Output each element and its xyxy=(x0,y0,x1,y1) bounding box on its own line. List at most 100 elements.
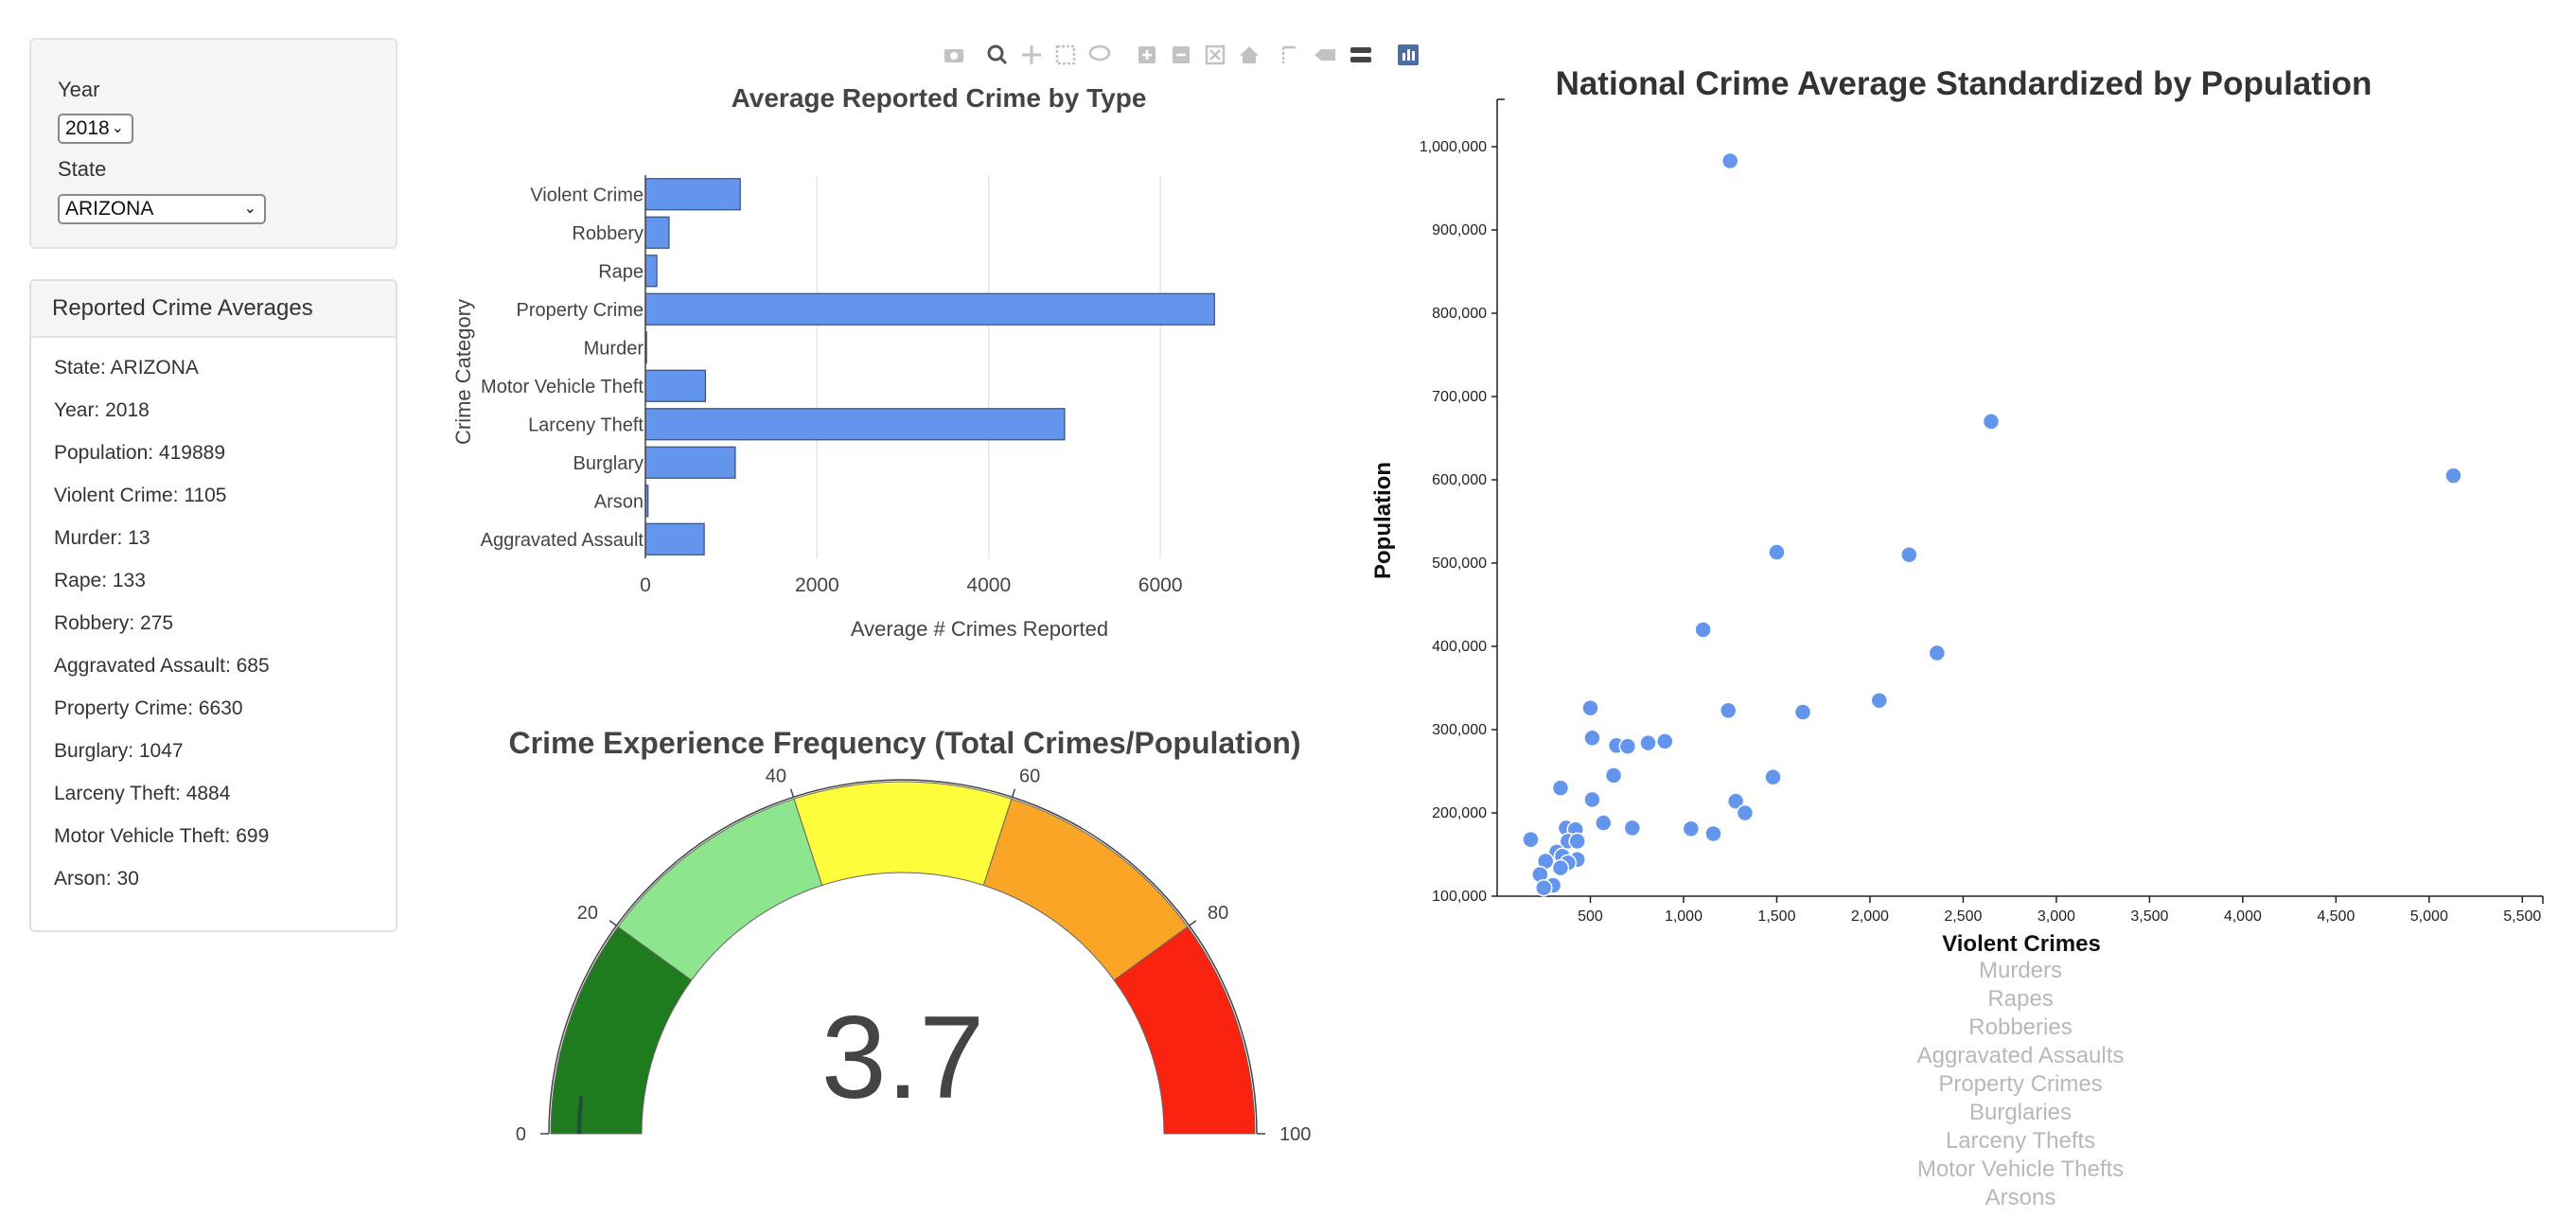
scatter-point[interactable] xyxy=(1604,767,1623,785)
gauge-tick xyxy=(609,920,617,926)
scatter-point[interactable] xyxy=(1656,732,1674,750)
scatter-point[interactable] xyxy=(1719,701,1738,720)
scatter-point[interactable] xyxy=(1534,878,1553,897)
box-select-icon[interactable] xyxy=(1055,44,1076,65)
chevron-down-icon: ⌄ xyxy=(243,201,256,217)
y-tick-label: Rape xyxy=(598,261,644,282)
y-tick-label: 600,000 xyxy=(1432,472,1487,488)
scatter-point[interactable] xyxy=(1870,691,1889,710)
scatter-xlabel[interactable]: Violent Crimes xyxy=(1942,931,2101,957)
reset-home-icon[interactable] xyxy=(1240,46,1259,63)
gauge-tick xyxy=(1011,788,1016,798)
year-select[interactable]: 2018 ⌄ xyxy=(58,114,133,144)
gauge-tick-label: 40 xyxy=(766,766,786,786)
summary-line: Motor Vehicle Theft: 699 xyxy=(54,825,270,847)
scatter-point[interactable] xyxy=(1768,543,1786,561)
chart-toolbar xyxy=(937,42,1429,68)
zoom-icon[interactable] xyxy=(987,44,1008,65)
zoom-in-icon[interactable] xyxy=(1138,46,1156,63)
state-select[interactable]: ARIZONA ⌄ xyxy=(58,194,266,224)
bar[interactable] xyxy=(644,292,1215,326)
scatter-title: National Crime Average Standardized by P… xyxy=(1556,65,2373,102)
metric-option[interactable]: Larceny Thefts xyxy=(1945,1128,2096,1154)
gauge-tick xyxy=(1189,920,1197,926)
summary-title: Reported Crime Averages xyxy=(31,281,396,338)
chevron-down-icon: ⌄ xyxy=(111,120,124,136)
lasso-icon[interactable] xyxy=(1088,44,1111,62)
scatter-point[interactable] xyxy=(1900,545,1918,564)
scatter-point[interactable] xyxy=(1618,737,1637,755)
x-tick-label: 4,500 xyxy=(2317,908,2355,925)
toolbar-icons xyxy=(944,44,1419,65)
hover-compare-icon[interactable] xyxy=(1350,47,1371,62)
pan-icon[interactable] xyxy=(1022,45,1041,64)
bar-chart-ylabel: Crime Category xyxy=(451,299,475,445)
zoom-out-icon[interactable] xyxy=(1173,46,1190,63)
scatter-point[interactable] xyxy=(1595,814,1613,832)
summary-line: Burglary: 1047 xyxy=(54,740,184,762)
camera-icon[interactable] xyxy=(944,49,963,62)
metric-option[interactable]: Burglaries xyxy=(1968,1100,2073,1125)
y-tick-label: Burglary xyxy=(573,453,644,474)
y-tick-label: Motor Vehicle Theft xyxy=(481,377,644,397)
scatter-point[interactable] xyxy=(1764,767,1782,786)
metric-option[interactable]: Rapes xyxy=(1987,986,2054,1012)
bar-chart: 0 2000 4000 6000 Violent Crime Robbery Rape Pro… xyxy=(451,83,1215,641)
bar[interactable] xyxy=(644,216,670,249)
metric-option[interactable]: Arsons xyxy=(1985,1185,2056,1210)
scatter-point[interactable] xyxy=(1928,644,1947,662)
y-tick-label: Arson xyxy=(594,491,644,512)
gauge-tick-label: 80 xyxy=(1208,903,1228,924)
scatter-point[interactable] xyxy=(1568,832,1586,851)
metric-option[interactable]: Murders xyxy=(1978,958,2063,983)
scatter-point[interactable] xyxy=(1522,830,1540,849)
x-tick-label: 5,500 xyxy=(2503,908,2541,925)
bar[interactable] xyxy=(644,408,1066,441)
scatter-point[interactable] xyxy=(1982,413,2001,431)
gauge-outline xyxy=(548,779,1258,1135)
filter-panel: Year 2018 ⌄ State ARIZONA ⌄ xyxy=(29,38,397,249)
bar[interactable] xyxy=(644,178,741,211)
bar[interactable] xyxy=(644,369,706,402)
scatter-point[interactable] xyxy=(1793,703,1812,721)
y-tick-label: 400,000 xyxy=(1432,639,1487,655)
summary-line: Property Crime: 6630 xyxy=(54,697,243,719)
scatter-point[interactable] xyxy=(1682,820,1701,838)
gauge-band xyxy=(793,781,1013,887)
scatter-point[interactable] xyxy=(1581,698,1599,717)
plotly-logo-icon[interactable] xyxy=(1398,44,1419,65)
hover-closest-icon[interactable] xyxy=(1314,49,1335,61)
scatter-point[interactable] xyxy=(1694,621,1712,639)
scatter-point[interactable] xyxy=(1720,151,1739,170)
gauge-value-bar xyxy=(577,1096,584,1135)
scatter-point[interactable] xyxy=(1639,733,1657,752)
metric-option[interactable]: Aggravated Assaults xyxy=(1916,1043,2125,1068)
bar-chart-title: Average Reported Crime by Type xyxy=(732,83,1147,113)
scatter-point[interactable] xyxy=(2444,467,2462,485)
bar[interactable] xyxy=(644,255,658,288)
spike-lines-icon[interactable] xyxy=(1281,45,1296,63)
scatter-point[interactable] xyxy=(1623,819,1642,838)
scatter-point[interactable] xyxy=(1704,824,1722,843)
summary-line: Larceny Theft: 4884 xyxy=(54,783,231,804)
scatter-point[interactable] xyxy=(1736,803,1755,822)
x-tick-label: 2,500 xyxy=(1944,908,1982,925)
scatter-point[interactable] xyxy=(1583,790,1601,809)
metric-option[interactable]: Property Crimes xyxy=(1938,1071,2103,1097)
scatter-point[interactable] xyxy=(1583,729,1601,748)
bar[interactable] xyxy=(644,522,705,556)
autoscale-icon[interactable] xyxy=(1205,44,1226,65)
scatter-point[interactable] xyxy=(1726,792,1745,810)
gauge-title: Crime Experience Frequency (Total Crimes… xyxy=(509,726,1301,760)
gauge-tick-label: 0 xyxy=(516,1124,526,1145)
y-tick-label: 700,000 xyxy=(1432,389,1487,405)
metric-option[interactable]: Robberies xyxy=(1968,1014,2073,1040)
metric-option[interactable]: Motor Vehicle Thefts xyxy=(1916,1156,2125,1182)
scatter-point[interactable] xyxy=(1551,858,1570,877)
x-tick-label: 1,500 xyxy=(1757,908,1795,925)
gauge-chart: 0 20 40 60 80 100 Crime Experience Frequency (… xyxy=(509,726,1312,1145)
scatter-point[interactable] xyxy=(1551,779,1570,797)
x-tick-label: 0 xyxy=(640,574,651,596)
bar[interactable] xyxy=(644,446,736,479)
gauge-tick xyxy=(789,788,795,798)
